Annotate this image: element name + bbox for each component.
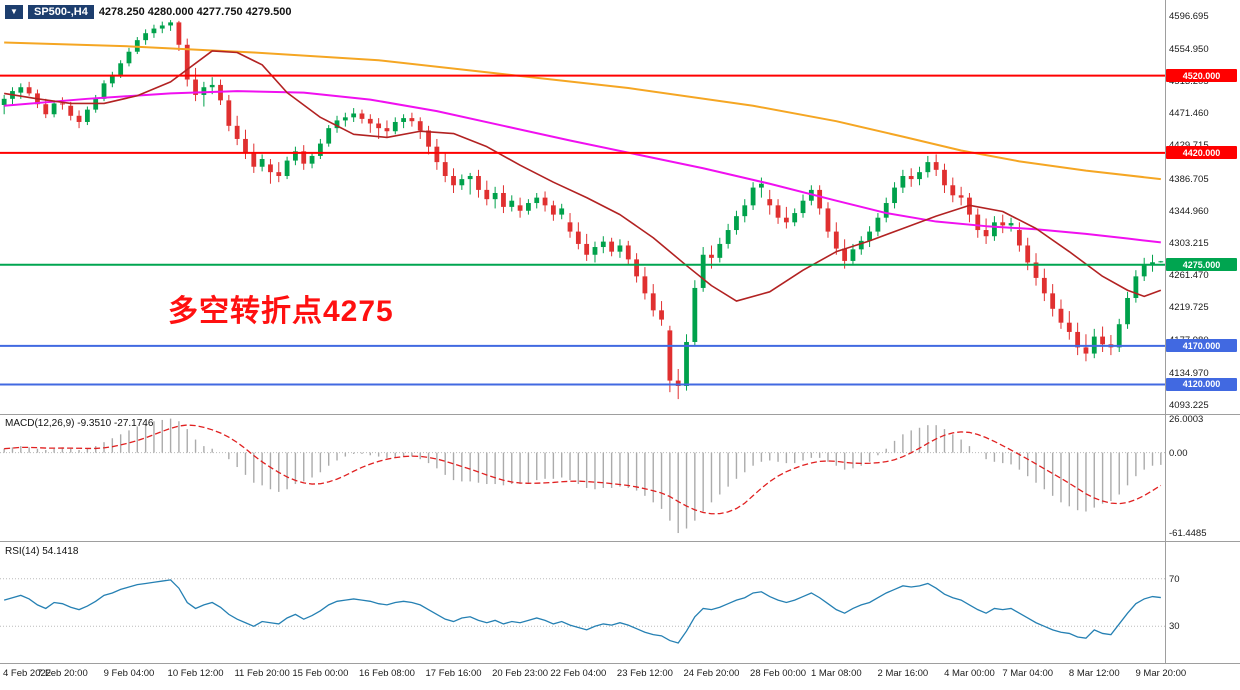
ma-fast-line xyxy=(4,50,1162,302)
rsi-indicator-label: RSI(14) 54.1418 xyxy=(5,546,78,557)
macd-scale-label: -61.4485 xyxy=(1169,528,1207,540)
symbol-period-badge: SP500-,H4 xyxy=(28,5,94,19)
macd-indicator-label: MACD(12,26,9) -9.3510 -27.1746 xyxy=(5,418,153,429)
ma-medium-line xyxy=(4,90,1161,244)
macd-name: MACD(12,26,9) xyxy=(5,418,75,429)
price-tick-label: 4596.695 xyxy=(1169,11,1209,23)
rsi-scale-label: 30 xyxy=(1169,621,1180,633)
price-tick-label: 4386.705 xyxy=(1169,173,1209,185)
ma-slow-line xyxy=(4,41,1161,181)
rsi-line xyxy=(3,579,1161,644)
chart-title: ▼ SP500-,H4 4278.250 4280.000 4277.750 4… xyxy=(5,5,292,19)
price-tick-label: 4471.460 xyxy=(1169,108,1209,120)
hline-price-label: 4520.000 xyxy=(1166,69,1237,83)
time-tick-label: 4 Feb 2022 xyxy=(3,668,52,679)
price-tick-label: 4344.960 xyxy=(1169,205,1209,217)
hline-price-label: 4170.000 xyxy=(1166,339,1237,353)
chart-annotation: 多空转折点4275 xyxy=(168,295,394,328)
price-tick-label: 4554.950 xyxy=(1169,43,1209,55)
macd-scale-label: 26.0003 xyxy=(1169,413,1204,425)
title-ohlc-values: 4278.250 4280.000 4277.750 4279.500 xyxy=(98,6,292,18)
time-tick-label: 4 Mar 00:00 xyxy=(944,668,995,679)
price-tick-label: 4261.470 xyxy=(1169,270,1209,282)
time-tick-label: 20 Feb 23:00 xyxy=(492,668,549,679)
time-tick-label: 23 Feb 12:00 xyxy=(616,668,673,679)
rsi-levels xyxy=(0,578,1165,627)
price-tick-label: 4303.215 xyxy=(1169,238,1209,249)
hline-price-label: 4420.000 xyxy=(1166,146,1237,160)
time-tick-label: 1 Mar 08:00 xyxy=(810,668,862,679)
time-tick-label: 7 Feb 20:00 xyxy=(37,668,88,679)
time-tick-label: 7 Mar 04:00 xyxy=(1002,668,1054,679)
time-tick-label: 16 Feb 08:00 xyxy=(358,668,415,679)
time-tick-label: 11 Feb 20:00 xyxy=(234,668,290,679)
time-tick-label: 10 Feb 12:00 xyxy=(167,668,224,679)
hline-price-label: 4275.000 xyxy=(1166,258,1237,272)
time-tick-label: 22 Feb 04:00 xyxy=(550,668,607,679)
time-tick-label: 17 Feb 16:00 xyxy=(425,668,482,679)
hlines-group xyxy=(0,74,1165,386)
rsi-name: RSI(14) xyxy=(5,546,40,557)
time-tick-label: 28 Feb 00:00 xyxy=(750,668,807,679)
time-tick-label: 9 Mar 20:00 xyxy=(1135,668,1187,679)
price-tick-label: 4134.970 xyxy=(1169,367,1209,379)
time-tick-label: 2 Mar 16:00 xyxy=(877,668,929,679)
time-tick-label: 9 Feb 04:00 xyxy=(103,668,155,679)
collapse-glyph: ▼ xyxy=(10,7,18,16)
macd-signal-line xyxy=(4,424,1162,515)
hline-price-label: 4120.000 xyxy=(1166,377,1237,391)
macd-scale-label: 0.00 xyxy=(1169,447,1188,459)
price-tick-label: 4093.225 xyxy=(1169,400,1209,412)
price-tick-label: 4219.725 xyxy=(1169,302,1209,314)
panel-dividers xyxy=(0,0,1240,664)
rsi-scale-label: 70 xyxy=(1169,573,1180,585)
time-tick-label: 15 Feb 00:00 xyxy=(292,668,349,679)
macd-values: -9.3510 -27.1746 xyxy=(77,418,154,429)
dropdown-arrow-icon[interactable]: ▼ xyxy=(5,5,23,19)
time-tick-label: 24 Feb 20:00 xyxy=(683,668,740,679)
time-tick-label: 8 Mar 12:00 xyxy=(1068,668,1120,679)
price-tick-label: 4429.715 xyxy=(1169,140,1209,151)
rsi-value: 54.1418 xyxy=(42,546,79,557)
macd-histogram xyxy=(3,418,1162,534)
